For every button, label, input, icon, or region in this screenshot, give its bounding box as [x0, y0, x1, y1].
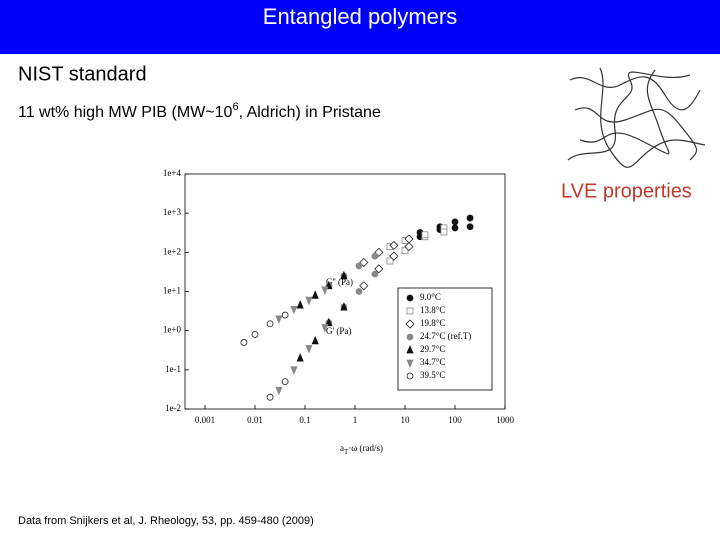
x-tick-label: 10: [401, 415, 411, 425]
marker: [240, 339, 248, 346]
polymer-illustration: [567, 67, 706, 168]
x-tick-label: 100: [448, 415, 462, 425]
legend-label: 13.8°C: [420, 305, 445, 315]
legend-label: 34.7°C: [420, 357, 445, 367]
chart: G'' (Pa) G' (Pa) aT·ω (rad/s) 1e-2 1e-1 1e…: [163, 168, 515, 456]
x-axis-label: aT·ω (rad/s): [340, 443, 383, 456]
marker: [440, 228, 448, 236]
marker: [340, 302, 348, 311]
legend-label: 29.7°C: [420, 344, 445, 354]
marker: [305, 345, 313, 354]
marker: [404, 234, 414, 244]
heading: NIST standard: [18, 63, 147, 85]
footer: Data from Snijkers et al, J. Rheology, 5…: [18, 515, 314, 527]
marker: [325, 317, 333, 327]
marker: [275, 315, 283, 324]
marker: [359, 281, 369, 291]
x-label-text: a: [340, 443, 344, 453]
description: 11 wt% high MW PIB (MW~106, Aldrich) in …: [18, 101, 381, 121]
marker: [371, 270, 379, 278]
annotation: G' (Pa): [326, 326, 351, 336]
marker: [266, 320, 274, 328]
legend-marker: [406, 307, 414, 315]
marker: [281, 378, 289, 386]
legend-marker: [406, 359, 414, 369]
marker: [371, 252, 379, 260]
marker: [389, 251, 399, 261]
x-tick-label: 1: [353, 415, 358, 425]
marker: [321, 286, 329, 295]
marker: [305, 296, 313, 306]
legend-label: 39.5°C: [420, 370, 445, 380]
y-tick-label: 1e+1: [163, 286, 181, 296]
marker: [451, 224, 459, 232]
marker: [451, 218, 459, 226]
superscript: 6: [232, 101, 238, 113]
x-tick-label: 1000: [496, 415, 515, 425]
legend-label: 9.0°C: [420, 292, 441, 302]
marker: [404, 242, 414, 252]
y-tick-label: 1e+4: [163, 168, 182, 178]
marker: [296, 353, 304, 362]
y-tick-label: 1e+0: [163, 325, 182, 335]
marker: [386, 257, 394, 265]
marker: [401, 247, 409, 255]
legend-marker: [406, 344, 414, 354]
marker: [374, 264, 384, 274]
legend-marker: [406, 372, 414, 380]
marker: [311, 290, 319, 299]
marker: [321, 324, 329, 333]
marker: [296, 300, 304, 309]
x-label-subscript: T: [344, 448, 349, 456]
legend-label: 19.8°C: [420, 318, 445, 328]
y-tick-label: 1e+3: [163, 207, 182, 217]
description-text: 11 wt% high MW PIB (MW~10: [18, 104, 233, 121]
x-tick-label: 0.01: [247, 415, 263, 425]
legend-marker: [406, 333, 414, 341]
y-tick-label: 1e-2: [165, 403, 181, 413]
marker: [275, 386, 283, 396]
marker: [311, 335, 319, 345]
x-tick-label: 0.001: [195, 415, 215, 425]
marker: [290, 366, 298, 375]
marker: [340, 270, 348, 280]
y-tick-label: 1e-1: [165, 364, 181, 374]
callout: LVE properties: [561, 180, 692, 202]
description-text: , Aldrich) in Pristane: [239, 104, 381, 121]
marker: [389, 240, 399, 251]
legend-marker: [406, 294, 414, 302]
marker: [355, 262, 363, 270]
marker: [281, 311, 289, 319]
marker: [355, 288, 363, 295]
legend-label: 24.7°C (ref.T): [420, 331, 471, 341]
legend-marker: [405, 319, 415, 329]
legend-box: [397, 287, 493, 391]
marker: [374, 247, 384, 257]
marker: [266, 393, 274, 401]
x-tick-label: 0.1: [299, 415, 310, 425]
annotation: G'' (Pa): [326, 277, 353, 287]
title-bar: [0, 0, 720, 54]
marker: [421, 231, 429, 239]
y-tick-label: 1e+2: [163, 246, 181, 256]
slide-title: Entangled polymers: [263, 4, 457, 29]
marker: [290, 305, 298, 315]
marker: [466, 214, 474, 222]
marker: [466, 223, 474, 231]
marker: [251, 331, 259, 338]
x-label-text: ·ω (rad/s): [348, 443, 383, 453]
